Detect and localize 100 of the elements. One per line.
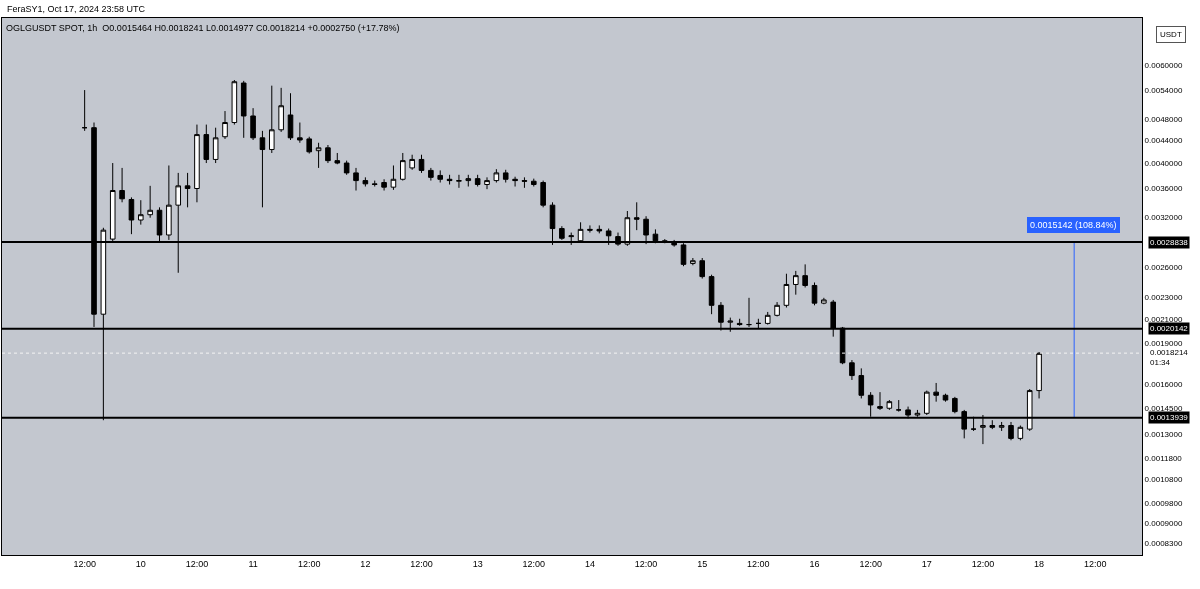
y-tick-label: 0.0023000 <box>1144 292 1183 302</box>
candlestick <box>811 281 818 306</box>
x-tick-label: 12:00 <box>297 558 321 569</box>
candlestick <box>821 297 827 305</box>
candlestick <box>952 396 958 414</box>
candlestick <box>690 257 696 266</box>
candlestick <box>212 127 219 164</box>
candlestick <box>222 110 228 140</box>
candlestick <box>587 224 593 234</box>
candlestick <box>540 180 546 208</box>
candlestick <box>493 168 500 184</box>
y-tick-label: 0.0040000 <box>1144 158 1183 168</box>
candlestick <box>942 393 949 403</box>
x-tick-label: 17 <box>921 558 932 569</box>
candlestick <box>895 399 902 413</box>
candlestick <box>783 273 790 309</box>
candlestick <box>194 124 200 203</box>
candlestick <box>699 257 706 280</box>
candlestick <box>502 169 509 184</box>
x-tick-label: 18 <box>1034 558 1045 569</box>
y-tick-label: 0.0014500 <box>1144 404 1183 414</box>
y-tick-label: 0.0044000 <box>1144 135 1183 145</box>
candlestick <box>708 274 715 315</box>
y-tick-label: 0.0011800 <box>1144 453 1183 463</box>
y-tick-label: 0.0013000 <box>1144 430 1183 440</box>
candlestick <box>297 122 303 144</box>
candlestick <box>259 130 266 208</box>
candlestick <box>231 79 238 126</box>
y-tick-label: 0.0016000 <box>1144 380 1183 390</box>
candlestick <box>858 367 865 399</box>
candlestick <box>315 142 322 169</box>
x-tick-label: 12:00 <box>1083 558 1107 569</box>
candlestick <box>138 199 144 226</box>
candlestick <box>456 174 462 189</box>
candlestick <box>1008 421 1014 441</box>
y-tick-label: 0.0019000 <box>1144 338 1183 348</box>
x-tick-label: 12:00 <box>859 558 882 569</box>
ref-line-label: 0.0020142 <box>1150 324 1189 333</box>
candlestick <box>484 176 490 190</box>
x-tick-label: 11 <box>248 558 258 569</box>
candlestick <box>764 311 771 326</box>
candlestick <box>250 107 256 141</box>
y-tick-label: 0.0026000 <box>1144 262 1183 272</box>
text: USDT <box>1160 30 1182 39</box>
candlestick <box>409 154 415 171</box>
candlestick <box>128 196 135 235</box>
x-tick-label: 14 <box>584 558 595 569</box>
y-tick-label: 0.0009800 <box>1144 498 1183 508</box>
candlestick <box>933 382 939 403</box>
ref-line-label: 0.0028838 <box>1150 238 1189 247</box>
candlestick <box>474 174 481 187</box>
y-tick-label: 0.0032000 <box>1144 212 1183 222</box>
x-tick-label: 13 <box>472 558 483 569</box>
candlestick <box>512 176 518 187</box>
x-tick-label: 12:00 <box>747 558 770 569</box>
candlestick <box>334 152 341 165</box>
candlestick <box>287 92 294 141</box>
x-tick-label: 10 <box>135 558 146 569</box>
candlestick <box>924 390 930 416</box>
candlestick <box>325 144 331 164</box>
candlestick <box>240 80 247 139</box>
y-tick-label: 0.0054000 <box>1144 86 1183 96</box>
candlestick <box>774 301 780 317</box>
candlestick <box>184 172 191 208</box>
candlestick <box>381 178 387 192</box>
y-tick-label: 0.0021000 <box>1144 314 1183 324</box>
y-tick-label: 0.0010800 <box>1144 475 1183 485</box>
candlestick <box>596 224 603 234</box>
y-tick-label: 0.0060000 <box>1144 60 1183 70</box>
y-tick-label: 0.0048000 <box>1144 114 1183 124</box>
candlestick <box>278 87 284 133</box>
candlestick <box>465 174 472 187</box>
candlestick <box>362 176 369 187</box>
ref-line-label: 0.0013939 <box>1150 413 1189 422</box>
candlestick <box>400 152 406 182</box>
ref-line-label: 0.0018214 01:34 <box>1150 348 1189 368</box>
candlestick <box>269 85 275 154</box>
candlestick <box>418 154 425 174</box>
candlestick <box>353 167 359 192</box>
x-tick-label: 12:00 <box>410 558 433 569</box>
candlestick <box>81 89 88 132</box>
x-tick-label: 12:00 <box>522 558 546 569</box>
candlestick <box>306 136 313 155</box>
candlestick <box>998 421 1005 432</box>
candlestick <box>531 178 537 187</box>
candlestick <box>203 124 210 164</box>
candlestick <box>633 201 640 231</box>
y-tick-label: 0.0009000 <box>1144 519 1183 529</box>
candlestick <box>877 391 883 411</box>
x-tick-label: 12:00 <box>73 558 96 569</box>
candlestick <box>343 160 350 176</box>
x-tick-label: 16 <box>809 558 820 569</box>
text: FeraSY1, Oct 17, 2024 23:58 UTC <box>7 4 146 14</box>
candlestick <box>886 399 893 411</box>
candlestick <box>119 167 125 203</box>
candlestick <box>802 263 808 288</box>
candlestick <box>437 169 444 184</box>
candlestick <box>793 270 799 296</box>
text: OGLGUSDT SPOT, 1h O0.0015464 H0.0018241 L0.0014977 C0.0018214 +0.0002750 (+17.78%) <box>6 23 400 33</box>
x-tick-label: 12 <box>360 558 371 569</box>
